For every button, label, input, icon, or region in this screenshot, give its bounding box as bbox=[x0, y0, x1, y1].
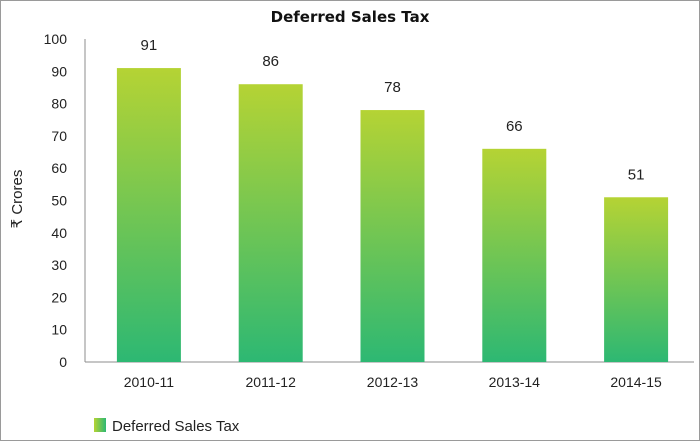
legend-swatch bbox=[94, 418, 106, 432]
bars bbox=[116, 68, 669, 362]
bar bbox=[116, 68, 181, 362]
legend-label: Deferred Sales Tax bbox=[112, 418, 240, 435]
bar bbox=[360, 110, 425, 362]
legend: Deferred Sales Tax bbox=[94, 418, 240, 435]
y-tick-label: 0 bbox=[59, 354, 67, 370]
x-tick-label: 2013-14 bbox=[489, 374, 541, 390]
y-tick-label: 40 bbox=[51, 225, 67, 241]
y-tick-label: 30 bbox=[51, 257, 67, 273]
data-label: 86 bbox=[262, 53, 279, 70]
y-ticks: 0 10 20 30 40 50 60 70 80 90 100 bbox=[44, 31, 68, 370]
y-tick-label: 100 bbox=[44, 31, 68, 47]
data-labels: 91 86 78 66 51 bbox=[141, 37, 645, 183]
y-tick-label: 90 bbox=[51, 63, 67, 79]
x-tick-label: 2011-12 bbox=[246, 374, 297, 390]
x-tick-label: 2012-13 bbox=[367, 374, 419, 390]
y-tick-label: 70 bbox=[51, 128, 67, 144]
data-label: 91 bbox=[141, 37, 158, 54]
y-tick-label: 20 bbox=[51, 289, 67, 305]
y-tick-label: 60 bbox=[51, 160, 67, 176]
x-tick-label: 2010-11 bbox=[124, 374, 175, 390]
bar bbox=[482, 148, 547, 362]
bar bbox=[604, 197, 669, 362]
data-label: 51 bbox=[628, 166, 645, 183]
y-tick-label: 10 bbox=[51, 322, 67, 338]
data-label: 66 bbox=[506, 118, 523, 135]
data-label: 78 bbox=[384, 79, 401, 96]
y-axis-label: ₹ Crores bbox=[9, 170, 26, 229]
x-tick-label: 2014-15 bbox=[610, 374, 662, 390]
y-tick-label: 80 bbox=[51, 96, 67, 112]
bar bbox=[238, 84, 303, 362]
chart-title: Deferred Sales Tax bbox=[271, 8, 430, 26]
y-tick-label: 50 bbox=[51, 193, 67, 209]
x-ticks: 2010-11 2011-12 2012-13 2013-14 2014-15 bbox=[124, 374, 662, 390]
